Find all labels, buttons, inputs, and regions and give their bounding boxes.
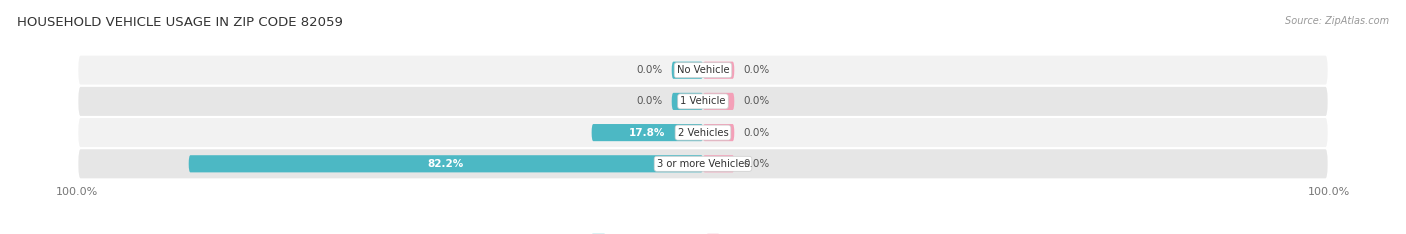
Text: HOUSEHOLD VEHICLE USAGE IN ZIP CODE 82059: HOUSEHOLD VEHICLE USAGE IN ZIP CODE 8205… [17, 16, 343, 29]
Text: 0.0%: 0.0% [744, 65, 770, 75]
FancyBboxPatch shape [77, 86, 1329, 117]
FancyBboxPatch shape [703, 124, 734, 141]
Text: No Vehicle: No Vehicle [676, 65, 730, 75]
Text: 17.8%: 17.8% [628, 128, 665, 138]
Legend: Owner-occupied, Renter-occupied: Owner-occupied, Renter-occupied [588, 230, 818, 234]
Text: Source: ZipAtlas.com: Source: ZipAtlas.com [1285, 16, 1389, 26]
FancyBboxPatch shape [592, 124, 703, 141]
Text: 0.0%: 0.0% [636, 96, 662, 106]
Text: 2 Vehicles: 2 Vehicles [678, 128, 728, 138]
FancyBboxPatch shape [77, 55, 1329, 86]
Text: 0.0%: 0.0% [744, 128, 770, 138]
FancyBboxPatch shape [703, 155, 734, 172]
Text: 0.0%: 0.0% [744, 159, 770, 169]
FancyBboxPatch shape [188, 155, 703, 172]
FancyBboxPatch shape [77, 117, 1329, 148]
Text: 1 Vehicle: 1 Vehicle [681, 96, 725, 106]
FancyBboxPatch shape [672, 93, 703, 110]
Text: 0.0%: 0.0% [744, 96, 770, 106]
FancyBboxPatch shape [703, 93, 734, 110]
Text: 0.0%: 0.0% [636, 65, 662, 75]
FancyBboxPatch shape [77, 148, 1329, 179]
Text: 3 or more Vehicles: 3 or more Vehicles [657, 159, 749, 169]
FancyBboxPatch shape [672, 62, 703, 79]
FancyBboxPatch shape [703, 62, 734, 79]
Text: 82.2%: 82.2% [427, 159, 464, 169]
